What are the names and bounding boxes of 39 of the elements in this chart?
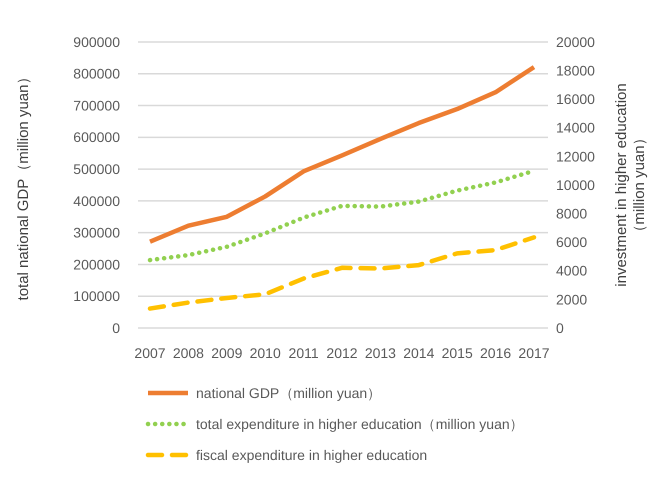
y2-tick-label: 8000 — [556, 206, 588, 222]
legend-label: total expenditure in higher education（million yuan） — [196, 416, 524, 432]
x-tick-label: 2010 — [250, 345, 281, 361]
y2-tick-label: 14000 — [556, 120, 596, 136]
x-tick-label: 2007 — [134, 345, 166, 361]
y-tick-label: 400000 — [73, 192, 120, 209]
y-tick-label: 800000 — [73, 66, 120, 82]
line-series — [148, 64, 536, 244]
y2-tick-label: 20000 — [556, 34, 596, 50]
y2-tick-label: 10000 — [556, 176, 596, 193]
x-tick-label: 2012 — [326, 345, 358, 361]
y2-axis-title: investment in higher education （million yuan） — [613, 83, 648, 287]
line-series — [148, 235, 536, 311]
x-tick-label: 2009 — [211, 345, 243, 361]
y2-tick-label: 18000 — [556, 62, 596, 78]
x-tick-label: 2014 — [403, 345, 435, 361]
y-tick-label: 900000 — [73, 34, 120, 50]
y-tick-label: 0 — [112, 320, 120, 336]
y2-tick-label: 12000 — [556, 148, 596, 164]
y2-tick-label: 4000 — [556, 262, 588, 279]
y-tick-label: 200000 — [73, 256, 120, 272]
y2-tick-label: 6000 — [556, 234, 588, 250]
y2-tick-label: 16000 — [556, 91, 596, 108]
x-tick-label: 2017 — [518, 345, 550, 361]
y-tick-label: 100000 — [73, 288, 120, 304]
x-tick-label: 2008 — [172, 345, 204, 361]
y2-tick-label: 2000 — [556, 291, 588, 308]
legend-label: fiscal expenditure in higher education — [196, 446, 428, 463]
legend-label: national GDP（million yuan） — [196, 384, 382, 401]
y-tick-label: 600000 — [73, 129, 120, 146]
x-tick-label: 2015 — [442, 345, 473, 361]
y-tick-label: 300000 — [73, 224, 120, 241]
y-tick-label: 500000 — [73, 161, 120, 178]
x-tick-label: 2013 — [364, 345, 396, 361]
x-tick-label: 2016 — [480, 345, 512, 361]
y-axis-title: total national GDP（million yuan） — [15, 70, 32, 300]
y-tick-label: 700000 — [73, 97, 120, 114]
y2-tick-label: 0 — [556, 320, 564, 336]
x-tick-label: 2011 — [288, 345, 319, 361]
